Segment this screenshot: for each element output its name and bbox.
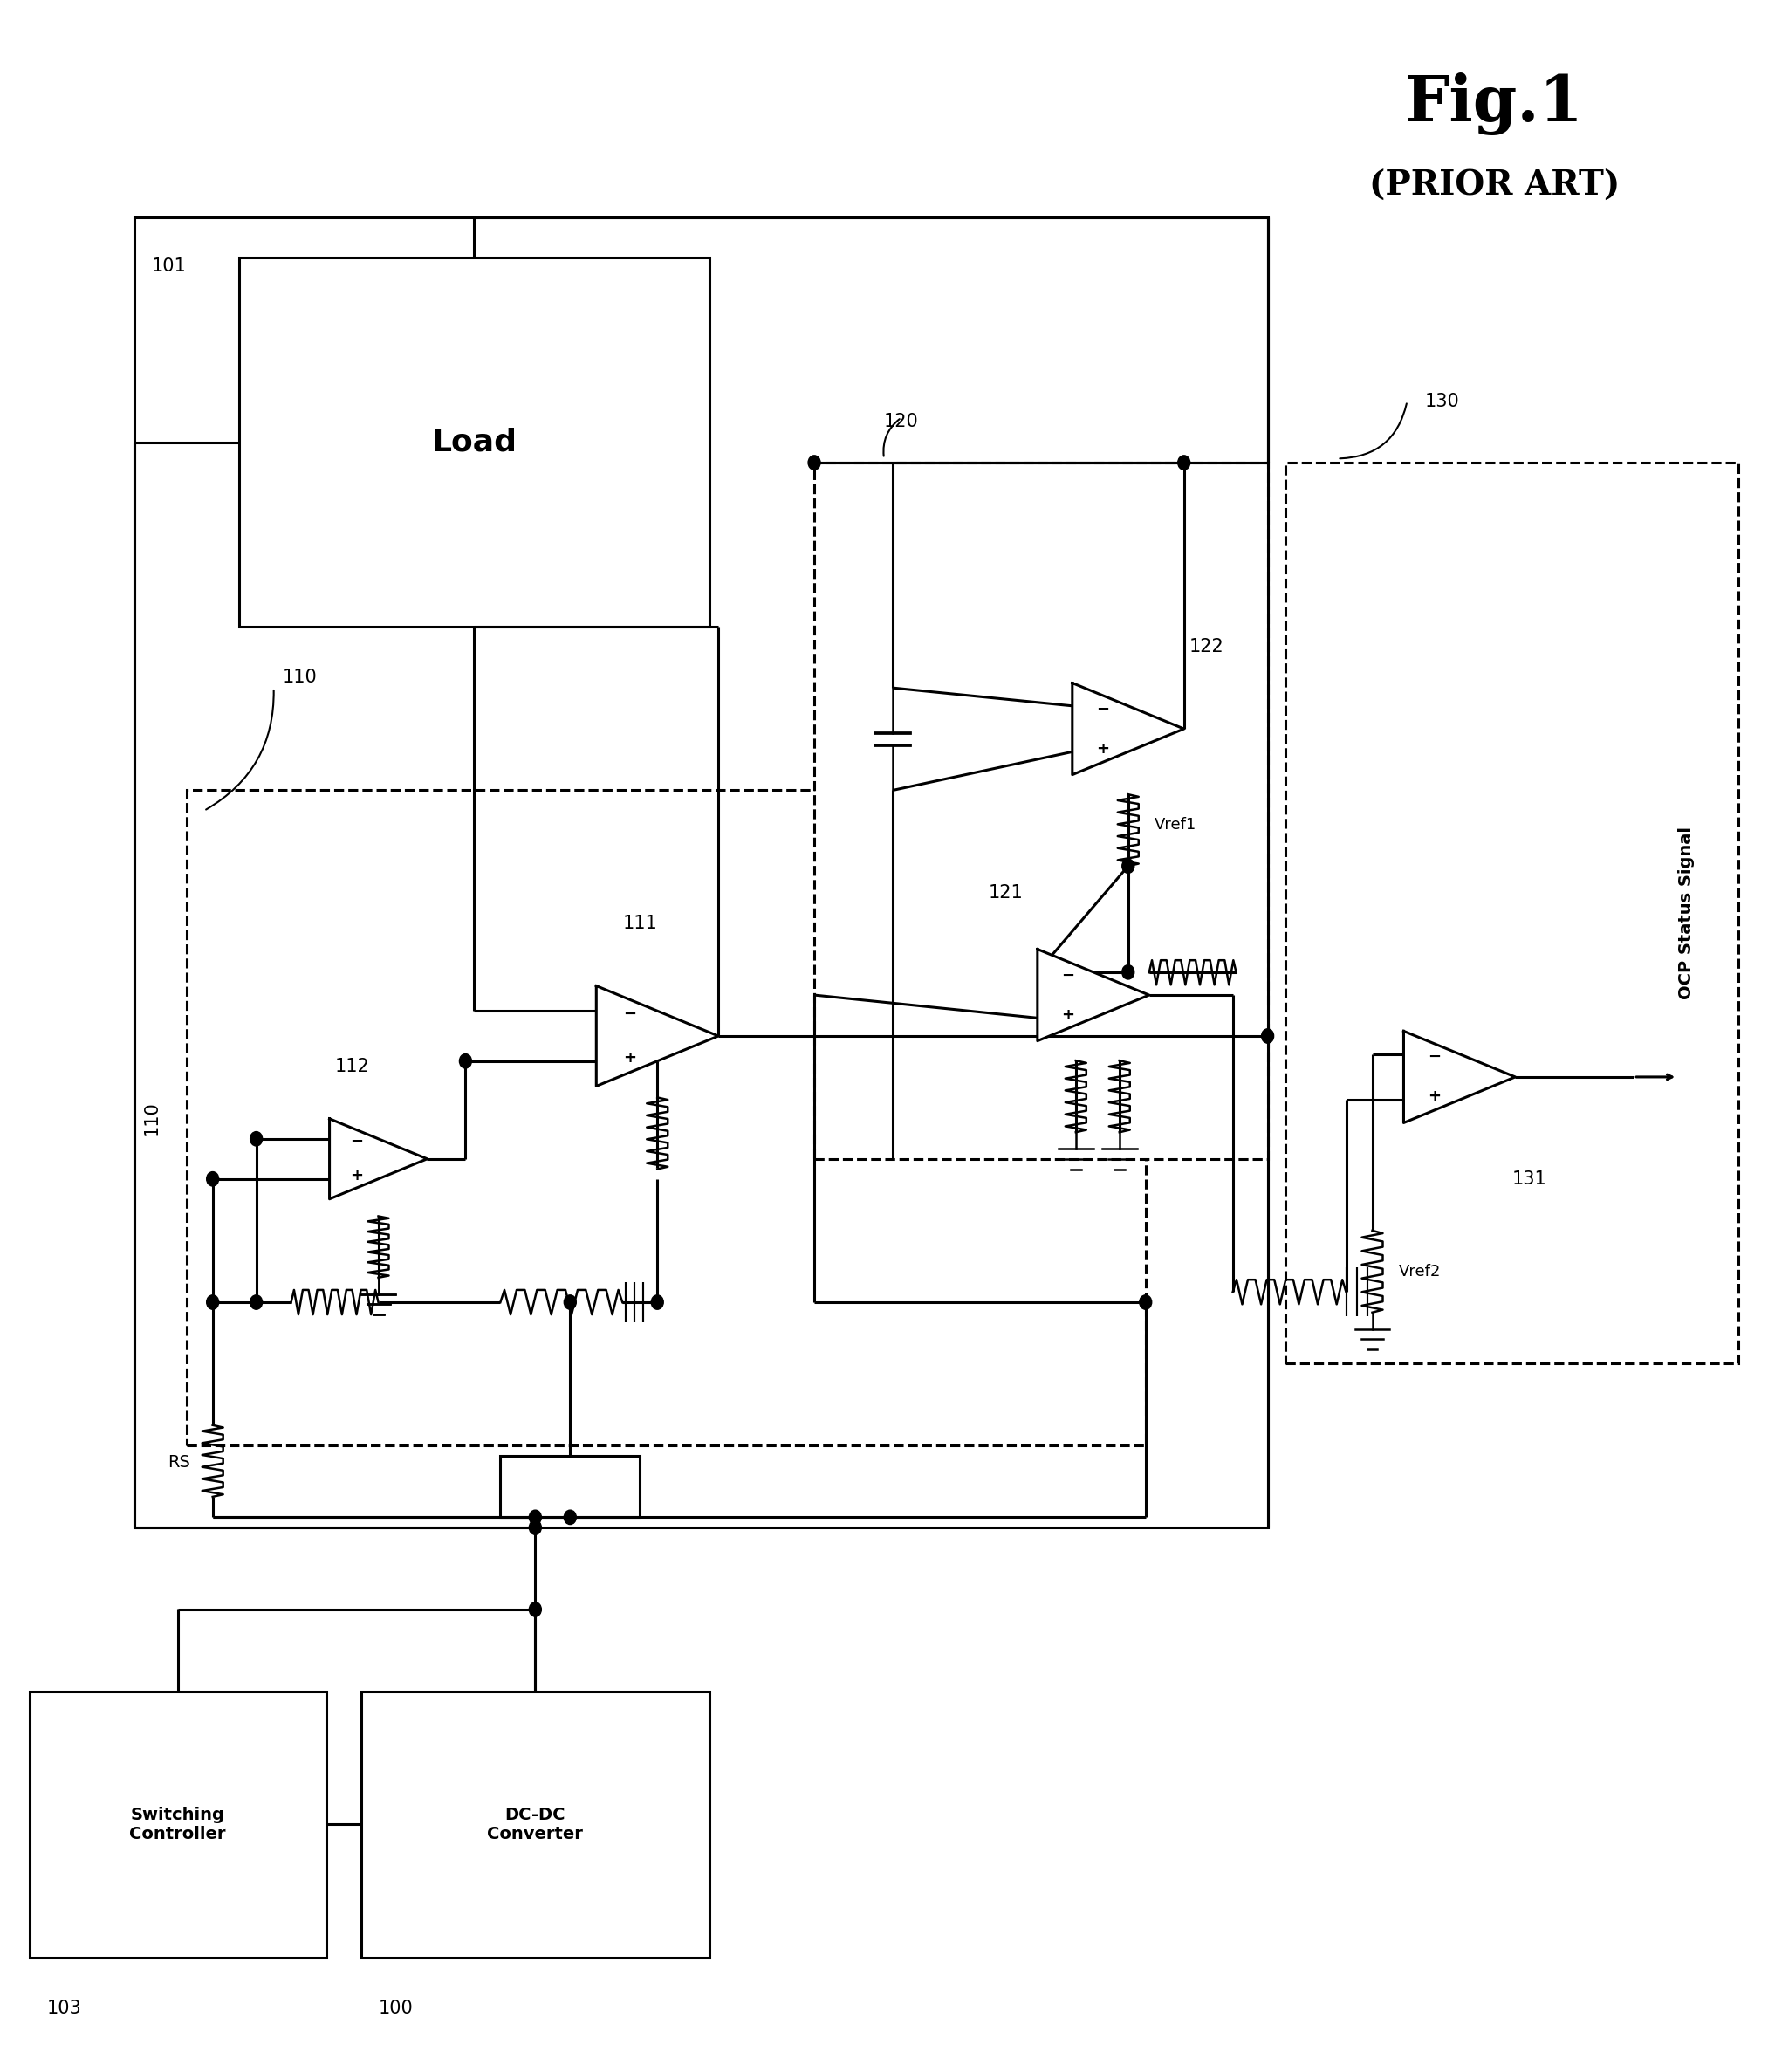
Bar (186, 789, 1146, 1446)
Circle shape (207, 1173, 219, 1185)
Text: −: − (1096, 700, 1110, 717)
Circle shape (529, 1521, 541, 1535)
Bar (134, 218, 1268, 1527)
Text: 112: 112 (334, 1059, 370, 1075)
Text: RS: RS (168, 1455, 189, 1471)
Text: 121: 121 (988, 885, 1024, 901)
Text: 122: 122 (1190, 638, 1223, 655)
Circle shape (1177, 456, 1190, 470)
Bar (239, 257, 709, 626)
Bar (1285, 462, 1738, 1363)
Text: 110: 110 (143, 1100, 161, 1135)
Text: Vref1: Vref1 (1155, 816, 1197, 833)
Text: +: + (1429, 1088, 1441, 1104)
Text: 120: 120 (884, 412, 919, 431)
Text: 131: 131 (1512, 1171, 1547, 1187)
Text: 130: 130 (1425, 392, 1459, 410)
Bar (30, 1691, 325, 1958)
Text: −: − (350, 1133, 362, 1150)
Bar (815, 462, 1268, 1158)
Circle shape (529, 1510, 541, 1525)
Bar (500, 1457, 640, 1517)
Text: 103: 103 (48, 1999, 81, 2018)
Circle shape (651, 1295, 663, 1310)
Polygon shape (1073, 684, 1185, 775)
Circle shape (1123, 860, 1135, 872)
Polygon shape (596, 986, 718, 1086)
Text: −: − (1429, 1048, 1441, 1065)
Text: 100: 100 (378, 1999, 414, 2018)
Circle shape (1262, 1030, 1273, 1042)
Text: +: + (1096, 740, 1110, 756)
Text: Vref2: Vref2 (1398, 1264, 1441, 1278)
Text: (PRIOR ART): (PRIOR ART) (1368, 170, 1619, 203)
Text: 111: 111 (622, 914, 658, 932)
Text: OCP Status Signal: OCP Status Signal (1678, 827, 1694, 999)
Circle shape (564, 1295, 576, 1310)
Text: 101: 101 (152, 257, 186, 276)
Circle shape (207, 1295, 219, 1310)
Circle shape (1139, 1295, 1151, 1310)
Polygon shape (1038, 949, 1149, 1040)
Text: −: − (1061, 968, 1075, 984)
Bar (361, 1691, 709, 1958)
Circle shape (249, 1131, 262, 1146)
Circle shape (1123, 966, 1135, 980)
Polygon shape (329, 1119, 428, 1200)
Text: +: + (624, 1051, 636, 1065)
Polygon shape (1404, 1032, 1515, 1123)
Text: DC-DC
Converter: DC-DC Converter (488, 1807, 583, 1842)
Text: +: + (1061, 1007, 1075, 1024)
Circle shape (808, 456, 820, 470)
Circle shape (564, 1510, 576, 1525)
Text: Load: Load (431, 427, 516, 458)
Text: 110: 110 (283, 669, 316, 686)
Circle shape (249, 1295, 262, 1310)
Text: +: + (350, 1169, 362, 1183)
Circle shape (529, 1602, 541, 1616)
Text: −: − (624, 1007, 636, 1021)
Circle shape (460, 1055, 472, 1069)
Text: Fig.1: Fig.1 (1406, 73, 1584, 135)
Text: Switching
Controller: Switching Controller (129, 1807, 226, 1842)
